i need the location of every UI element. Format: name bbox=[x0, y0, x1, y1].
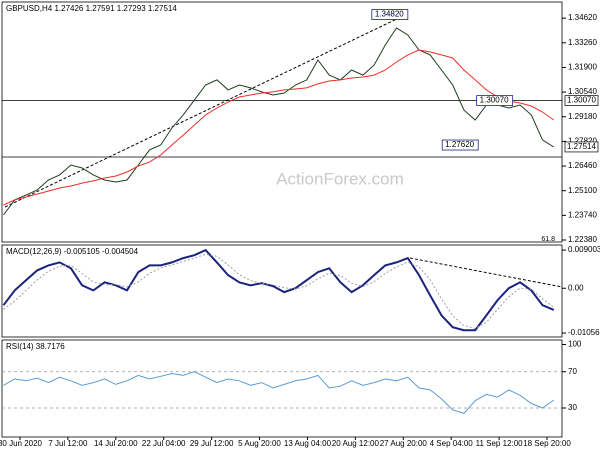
y-tick-label: 0.00 bbox=[568, 283, 584, 292]
fib-label: 61.8 bbox=[541, 236, 555, 243]
panel bbox=[1, 1, 563, 243]
series-line bbox=[3, 371, 555, 414]
watermark: ActionForex.com bbox=[276, 169, 404, 188]
y-tick-label: 1.34620 bbox=[568, 13, 597, 22]
x-tick-label: 7 Jul 12:00 bbox=[48, 439, 88, 448]
y-tick-label: 70 bbox=[568, 367, 577, 376]
x-tick-label: 11 Sep 12:00 bbox=[476, 439, 524, 448]
annotation-label: 1.34820 bbox=[375, 10, 404, 19]
x-tick-label: 18 Sep 20:00 bbox=[523, 439, 571, 448]
x-tick-label: 22 Jul 04:00 bbox=[142, 439, 186, 448]
y-tick-label: -0.010566 bbox=[568, 328, 600, 337]
panel-title: GBPUSD,H4 1.27426 1.27591 1.27293 1.2751… bbox=[6, 4, 177, 13]
annotation-label: 1.30070 bbox=[480, 96, 509, 105]
panel bbox=[1, 244, 563, 338]
macd-trendline bbox=[409, 257, 563, 288]
price-label: 1.27514 bbox=[567, 142, 596, 151]
y-tick-label: 1.23740 bbox=[568, 210, 597, 219]
y-tick-label: 1.33260 bbox=[568, 38, 597, 47]
x-tick-label: 27 Aug 20:00 bbox=[380, 439, 428, 448]
price-label: 1.30070 bbox=[567, 96, 596, 105]
x-tick-label: 14 Jul 20:00 bbox=[94, 439, 138, 448]
annotation-label: 1.27620 bbox=[445, 140, 474, 149]
y-tick-label: 1.27820 bbox=[568, 137, 597, 146]
x-tick-label: 13 Aug 04:00 bbox=[284, 439, 332, 448]
annotation-box bbox=[476, 95, 514, 107]
panel-title: RSI(14) 38.7176 bbox=[6, 342, 65, 351]
y-tick-label: 1.22380 bbox=[568, 235, 597, 244]
x-tick-label: 20 Aug 12:00 bbox=[332, 439, 380, 448]
panel-title: MACD(12,26,9) -0.005105 -0.004504 bbox=[6, 247, 139, 256]
x-tick-label: 4 Sep 04:00 bbox=[430, 439, 474, 448]
y-tick-label: 1.31900 bbox=[568, 63, 597, 72]
y-tick-label: 1.30540 bbox=[568, 87, 597, 96]
y-tick-label: 1.29180 bbox=[568, 112, 597, 121]
x-tick-label: 30 Jun 2020 bbox=[0, 439, 43, 448]
x-tick-label: 5 Aug 20:00 bbox=[238, 439, 281, 448]
y-tick-label: 100 bbox=[568, 340, 582, 349]
series-line bbox=[2, 248, 555, 332]
series-line bbox=[3, 49, 555, 206]
trendline bbox=[4, 14, 406, 208]
y-tick-label: 1.25100 bbox=[568, 186, 597, 195]
series-line bbox=[3, 253, 555, 330]
series-line bbox=[3, 27, 555, 216]
y-tick-label: 1.26460 bbox=[568, 161, 597, 170]
y-tick-label: 0.009003 bbox=[568, 245, 600, 254]
price-label-box bbox=[564, 141, 599, 153]
price-label-box bbox=[564, 95, 599, 106]
x-tick-label: 29 Jul 12:00 bbox=[190, 439, 234, 448]
panel bbox=[1, 339, 563, 438]
annotation-box bbox=[371, 9, 409, 20]
annotation-box bbox=[441, 139, 479, 151]
y-tick-label: 30 bbox=[568, 403, 577, 412]
